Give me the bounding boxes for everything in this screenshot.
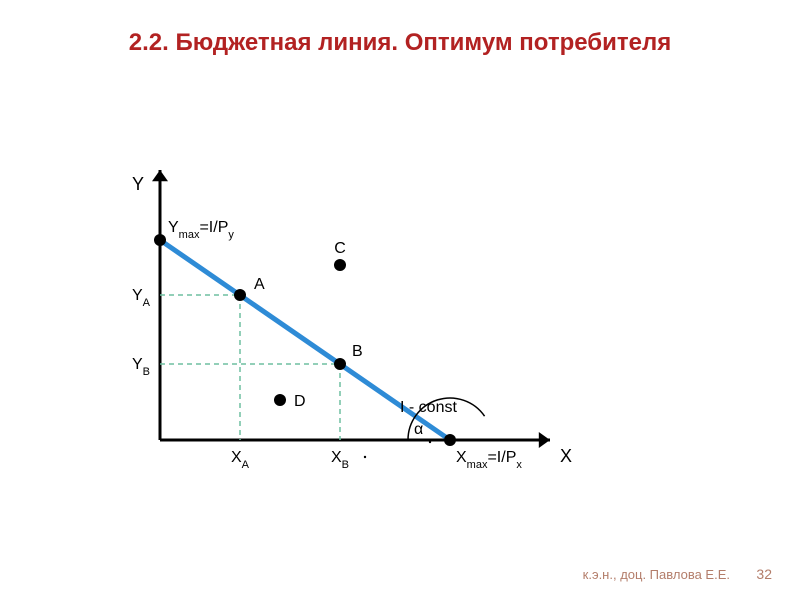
point-D <box>274 394 286 406</box>
point-label-A: A <box>254 276 265 293</box>
point-label-B: B <box>352 343 363 360</box>
x-tick-label-A: XA <box>231 449 250 471</box>
budget-line-chart: X Yα I - const Ymax=I/Py A XA YA B XB YB C D Xmax=I/… <box>80 160 640 500</box>
x-tick-label-B: XB <box>331 449 349 471</box>
dot-mark-2 <box>429 441 431 443</box>
point-Xmax <box>444 434 456 446</box>
x-axis-label: X <box>560 446 572 466</box>
point-label-Xmax: Xmax=I/Px <box>456 449 522 471</box>
x-axis-arrow <box>539 432 550 448</box>
footer-page-number: 32 <box>756 566 772 582</box>
point-label-C: C <box>334 240 346 257</box>
y-axis-label: Y <box>132 174 144 194</box>
point-Ymax <box>154 234 166 246</box>
point-C <box>334 259 346 271</box>
y-axis-arrow <box>152 170 168 181</box>
point-A <box>234 289 246 301</box>
dot-mark-1 <box>364 456 366 458</box>
point-B <box>334 358 346 370</box>
slide-title: 2.2. Бюджетная линия. Оптимум потребител… <box>0 28 800 58</box>
y-tick-label-B: YB <box>132 356 150 378</box>
point-label-Ymax: Ymax=I/Py <box>168 219 234 241</box>
point-label-D: D <box>294 393 306 410</box>
footer-author: к.э.н., доц. Павлова Е.Е. <box>583 567 730 582</box>
i-const-label: I - const <box>400 399 457 416</box>
angle-label: α <box>414 421 423 438</box>
y-tick-label-A: YA <box>132 287 151 309</box>
